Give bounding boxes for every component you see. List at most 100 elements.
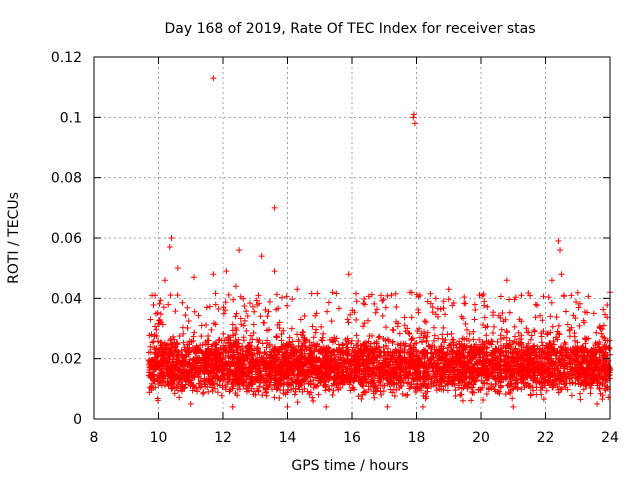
data-point [558, 271, 565, 278]
data-point [518, 292, 525, 299]
data-point [335, 386, 342, 393]
data-point [203, 304, 210, 311]
data-point [504, 329, 511, 336]
data-point [295, 373, 302, 380]
data-point [329, 289, 336, 296]
data-point [355, 370, 362, 377]
data-point [406, 366, 413, 373]
data-point [593, 329, 600, 336]
data-point [328, 363, 335, 370]
data-point [273, 291, 280, 298]
data-point [232, 313, 239, 320]
data-point [445, 286, 452, 293]
data-point [176, 394, 183, 401]
data-point [396, 330, 403, 337]
data-point [502, 391, 509, 398]
data-point [434, 377, 441, 384]
data-point [182, 312, 189, 319]
data-point [510, 385, 517, 392]
data-point [218, 392, 225, 399]
chart-title: Day 168 of 2019, Rate Of TEC Index for r… [164, 21, 535, 37]
data-point [229, 321, 236, 328]
data-point [373, 306, 380, 313]
data-point [430, 324, 437, 331]
data-point [463, 326, 470, 333]
data-point [246, 339, 253, 346]
data-point [577, 390, 584, 397]
data-point [266, 298, 273, 305]
data-point [166, 244, 173, 251]
data-point [210, 75, 217, 82]
data-point [389, 326, 396, 333]
data-point [587, 390, 594, 397]
data-point [168, 235, 175, 241]
data-point [271, 204, 278, 211]
data-point [156, 300, 163, 307]
data-point [378, 391, 385, 398]
data-point [536, 358, 543, 365]
data-point [210, 271, 217, 278]
data-point [563, 375, 570, 382]
data-point [401, 314, 408, 321]
data-point [371, 300, 378, 307]
data-point [290, 352, 297, 359]
data-point [291, 391, 298, 398]
data-point [277, 358, 284, 365]
data-point [498, 326, 505, 333]
data-point [543, 387, 550, 394]
data-point [371, 394, 378, 401]
data-point [506, 309, 513, 316]
data-point [243, 328, 250, 335]
data-point [471, 301, 478, 308]
data-point [435, 335, 442, 342]
data-point [490, 329, 496, 336]
data-point [251, 308, 258, 315]
data-point [223, 268, 230, 275]
data-point [598, 330, 605, 337]
data-point [391, 393, 398, 400]
data-point [187, 382, 194, 389]
data-point [561, 339, 568, 346]
data-point [236, 386, 243, 393]
data-point [147, 343, 154, 350]
grid-lines [94, 57, 610, 419]
data-point [394, 341, 401, 348]
data-point [240, 334, 247, 341]
data-point [203, 321, 210, 328]
data-point [319, 337, 326, 344]
data-point [406, 343, 413, 350]
data-point [278, 362, 285, 369]
data-point [288, 325, 295, 332]
data-point [353, 316, 360, 323]
data-point [461, 294, 468, 301]
data-point [421, 328, 428, 335]
data-point [301, 312, 308, 319]
data-point [462, 320, 469, 327]
data-point [229, 355, 236, 362]
data-point [434, 305, 441, 312]
data-point [449, 377, 456, 384]
data-point [534, 302, 541, 309]
data-point [262, 368, 269, 375]
data-point [393, 303, 400, 310]
data-points [145, 75, 613, 410]
data-point [250, 329, 257, 336]
data-point [489, 364, 496, 371]
data-point [353, 332, 360, 339]
data-point [458, 391, 465, 398]
data-point [257, 313, 264, 320]
data-point [505, 296, 512, 303]
data-point [264, 313, 271, 320]
data-point [172, 308, 179, 315]
data-point [208, 326, 215, 333]
data-point [538, 333, 545, 340]
data-point [512, 345, 519, 352]
data-point [231, 377, 238, 384]
data-point [284, 403, 291, 410]
data-point [335, 341, 342, 348]
data-point [167, 381, 174, 388]
data-point [266, 370, 273, 377]
data-point [187, 400, 194, 407]
data-point [437, 306, 444, 313]
data-point [547, 313, 554, 320]
